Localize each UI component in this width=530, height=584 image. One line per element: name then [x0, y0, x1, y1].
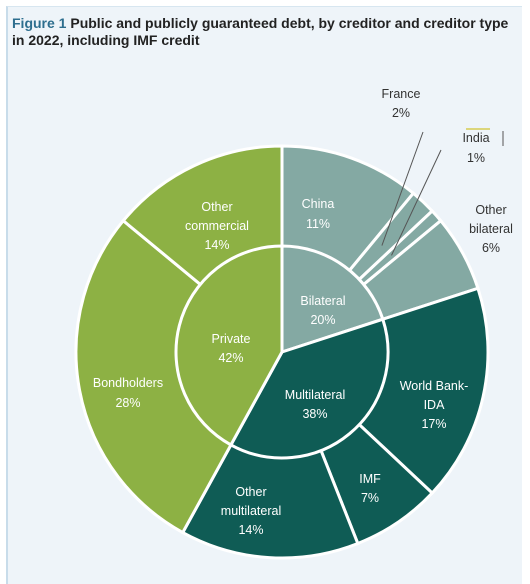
inner-slice-bilateral: [280, 244, 385, 355]
label-bondholders: Bondholders 28%: [93, 376, 163, 410]
label-name-other-commercial: commercial: [185, 219, 249, 233]
label-value-private: 42%: [218, 351, 243, 365]
label-world-bank-ida: World Bank- IDA 17%: [400, 379, 469, 431]
title-text: Public and publicly guaranteed debt, by …: [12, 15, 509, 48]
slice-labels: China 11% France 2% India 1% Other bilateral 6% W…: [93, 87, 513, 537]
label-name-other-multilateral: Other: [235, 485, 266, 499]
label-value-india: 1%: [467, 151, 485, 165]
label-value-bilateral: 20%: [310, 313, 335, 327]
label-name-other-bilateral: bilateral: [469, 222, 513, 236]
label-multilateral: Multilateral 38%: [285, 388, 345, 421]
leader-line-india: [391, 149, 442, 256]
label-name-world-bank-ida: IDA: [424, 398, 446, 412]
label-value-imf: 7%: [361, 491, 379, 505]
label-value-other-commercial: 14%: [204, 238, 229, 252]
label-name-other-commercial: Other: [201, 200, 232, 214]
label-name-india: India: [462, 131, 489, 145]
label-value-other-multilateral: 14%: [238, 523, 263, 537]
label-imf: IMF 7%: [359, 472, 381, 505]
label-india: India 1%: [462, 131, 489, 165]
label-name-other-bilateral: Other: [475, 203, 506, 217]
leader-line-france: [381, 131, 424, 246]
label-name-world-bank-ida: World Bank-: [400, 379, 469, 393]
label-other-multilateral: Other multilateral 14%: [221, 485, 281, 537]
chart-title: Figure 1 Public and publicly guaranteed …: [12, 15, 512, 49]
label-value-bondholders: 28%: [115, 396, 140, 410]
label-name-other-multilateral: multilateral: [221, 504, 281, 518]
label-name-bondholders: Bondholders: [93, 376, 163, 390]
label-value-china: 11%: [306, 217, 330, 231]
label-private: Private 42%: [212, 332, 251, 365]
label-value-world-bank-ida: 17%: [421, 417, 446, 431]
label-name-private: Private: [212, 332, 251, 346]
label-name-china: China: [302, 197, 335, 211]
leader-lines: [381, 128, 504, 256]
label-france: France 2%: [382, 87, 421, 120]
label-name-multilateral: Multilateral: [285, 388, 345, 402]
label-value-other-bilateral: 6%: [482, 241, 500, 255]
inner-slice-private: [174, 244, 284, 447]
label-other-commercial: Other commercial 14%: [185, 200, 249, 252]
label-name-bilateral: Bilateral: [300, 294, 345, 308]
label-name-imf: IMF: [359, 472, 381, 486]
label-other-bilateral: Other bilateral 6%: [469, 203, 513, 255]
label-value-multilateral: 38%: [302, 407, 327, 421]
inner-slice-multilateral: [228, 317, 390, 460]
label-china: China 11%: [302, 197, 335, 231]
label-name-france: France: [382, 87, 421, 101]
label-value-france: 2%: [392, 106, 410, 120]
inner-pie: [174, 244, 390, 460]
figure-label: Figure 1: [12, 15, 67, 31]
label-bilateral: Bilateral 20%: [300, 294, 345, 327]
